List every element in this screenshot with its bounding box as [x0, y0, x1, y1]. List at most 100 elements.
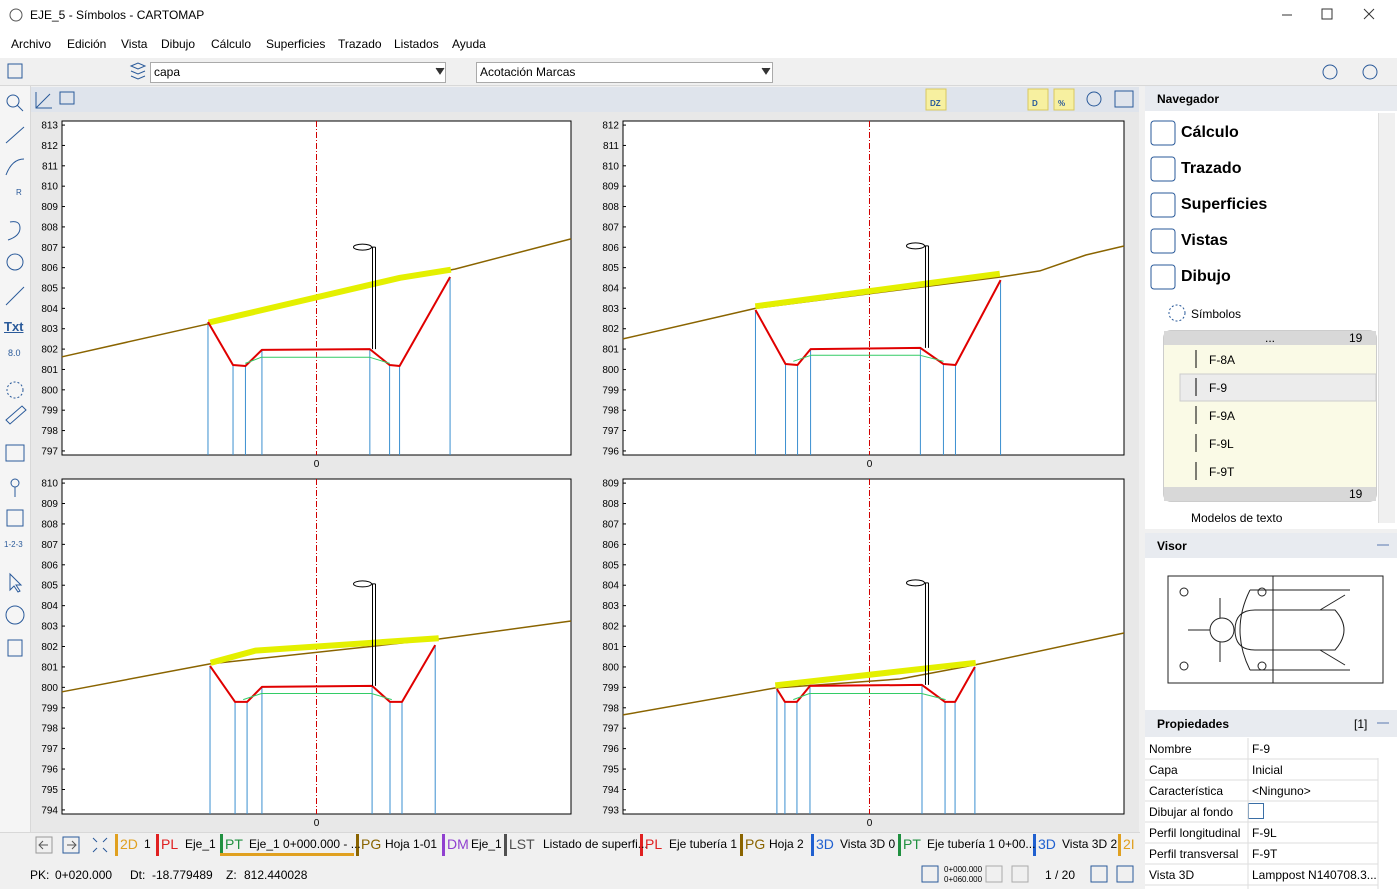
tab-tag[interactable]: PT — [225, 836, 243, 852]
symbol-item[interactable]: F-8A — [1209, 353, 1236, 367]
property-value[interactable]: F-9 — [1252, 742, 1270, 756]
y-tick-label: 800 — [41, 683, 58, 694]
list-header: ... — [1265, 331, 1276, 345]
y-tick-label: 795 — [41, 785, 58, 796]
tab-label[interactable]: Eje_1 — [185, 837, 216, 851]
profile-line — [207, 276, 451, 367]
tab-label[interactable]: Hoja 2 — [769, 837, 804, 851]
property-value[interactable]: Inicial — [1252, 763, 1283, 777]
y-tick-label: 804 — [41, 601, 58, 612]
menu-item[interactable]: Edición — [67, 37, 107, 51]
section-item[interactable]: Vistas — [1181, 232, 1228, 249]
tab-tag[interactable]: 3D — [816, 836, 834, 852]
section-item[interactable]: Trazado — [1181, 160, 1242, 177]
menu-bar — [0, 30, 1397, 58]
y-tick-label: 802 — [602, 324, 619, 335]
symbol-item[interactable]: F-9T — [1209, 465, 1235, 479]
tool-label[interactable]: Txt — [4, 319, 24, 334]
y-tick-label: 803 — [602, 304, 619, 315]
menu-item[interactable]: Ayuda — [452, 37, 486, 51]
tab-tag[interactable]: 2D — [120, 836, 138, 852]
menu-item[interactable]: Listados — [394, 37, 439, 51]
style-value[interactable]: Acotación Marcas — [480, 65, 576, 79]
tab-tag[interactable]: 3D — [1038, 836, 1056, 852]
section-item[interactable]: Cálculo — [1181, 124, 1239, 141]
tab-bar — [0, 832, 1140, 858]
y-tick-label: 804 — [602, 284, 619, 295]
left-toolbar — [0, 86, 31, 832]
status-text: Dt: — [130, 868, 146, 882]
section-item[interactable]: Dibujo — [1181, 268, 1231, 285]
tab-label[interactable]: Listado de superfi... — [543, 837, 648, 851]
lamppost-head — [353, 243, 372, 251]
tab-color — [640, 834, 643, 856]
style-combo[interactable] — [476, 62, 773, 83]
tab-tag[interactable]: PT — [903, 836, 921, 852]
tab-label[interactable]: 1 — [144, 837, 151, 851]
y-tick-label: 801 — [602, 642, 619, 653]
tab-tag[interactable]: PL — [161, 836, 179, 852]
group-item[interactable]: Símbolos — [1191, 307, 1242, 321]
property-value[interactable]: Lamppost N140708.3... — [1252, 868, 1377, 882]
tab-color — [156, 834, 159, 856]
symbol-item[interactable]: F-9L — [1209, 437, 1234, 451]
tool-label[interactable]: DZ — [930, 99, 941, 108]
tool-label[interactable]: R — [16, 188, 22, 197]
layer-value[interactable]: capa — [154, 65, 181, 79]
menu-item[interactable]: Vista — [121, 37, 148, 51]
y-tick-label: 804 — [41, 304, 58, 315]
y-tick-label: 801 — [41, 365, 58, 376]
property-label: Perfil longitudinal — [1149, 826, 1241, 840]
tool-label[interactable]: 1-2-3 — [4, 540, 23, 549]
profile-views: 797 798 799 800 801 802 803 804 805 806 807 808 809 8… — [41, 120, 1125, 829]
visor-panel — [1145, 558, 1397, 710]
menu-item[interactable]: Trazado — [338, 37, 382, 51]
tab-tag[interactable]: PG — [361, 836, 382, 852]
y-tick-label: 812 — [602, 121, 619, 132]
layer-combo[interactable] — [150, 62, 446, 83]
section-icon — [1150, 156, 1176, 182]
symbol-item[interactable]: F-9 — [1209, 381, 1227, 395]
list-footer-bg — [1164, 487, 1376, 501]
tab-tag[interactable]: LST — [509, 836, 535, 852]
tab-tag[interactable]: PG — [745, 836, 766, 852]
scrollbar[interactable] — [1378, 113, 1395, 523]
tab-label[interactable]: Eje tubería 1 — [669, 837, 738, 851]
y-tick-label: 799 — [602, 385, 619, 396]
tab-tag[interactable]: DM — [447, 836, 469, 852]
tool-label[interactable]: D — [1032, 99, 1038, 108]
y-tick-label: 802 — [41, 642, 58, 653]
y-tick-label: 803 — [41, 622, 58, 633]
tab-label[interactable]: Vista 3D 0 — [840, 837, 896, 851]
y-tick-label: 802 — [602, 622, 619, 633]
tab-label[interactable]: Eje_1 0+000.000 - ... — [249, 837, 361, 851]
tab-label[interactable]: Eje_1 — [471, 837, 502, 851]
symbol-item[interactable]: F-9A — [1209, 409, 1236, 423]
tab-label[interactable]: Eje tubería 1 0+00... — [927, 837, 1036, 851]
menu-item[interactable]: Archivo — [11, 37, 52, 51]
section-item[interactable]: Superficies — [1181, 196, 1268, 213]
tab-label[interactable]: Hoja 1-01 — [385, 837, 438, 851]
property-label: Capa — [1149, 763, 1178, 777]
tab-tag[interactable]: 2I — [1123, 836, 1135, 852]
view-toolbar — [31, 87, 1139, 112]
menu-item[interactable]: Dibujo — [161, 37, 196, 51]
property-value[interactable]: F-9L — [1252, 826, 1277, 840]
property-value[interactable]: <Ninguno> — [1252, 784, 1311, 798]
y-tick-label: 793 — [602, 805, 619, 816]
y-tick-label: 807 — [602, 222, 619, 233]
menu-item[interactable]: Cálculo — [211, 37, 252, 51]
y-tick-label: 800 — [602, 662, 619, 673]
y-tick-label: 796 — [602, 744, 619, 755]
tab-tag[interactable]: PL — [645, 836, 663, 852]
tool-label[interactable]: 8.0 — [8, 348, 21, 358]
y-tick-label: 801 — [602, 345, 619, 356]
group-item[interactable]: Modelos de texto — [1191, 511, 1283, 525]
tool-label[interactable]: % — [1058, 99, 1066, 108]
property-value[interactable]: F-9T — [1252, 847, 1278, 861]
tab-label[interactable]: Vista 3D 2 — [1062, 837, 1118, 851]
y-tick-label: 794 — [602, 785, 619, 796]
menu-item[interactable]: Superficies — [266, 37, 326, 51]
properties-header — [1145, 710, 1397, 737]
list-count: 19 — [1349, 487, 1363, 501]
